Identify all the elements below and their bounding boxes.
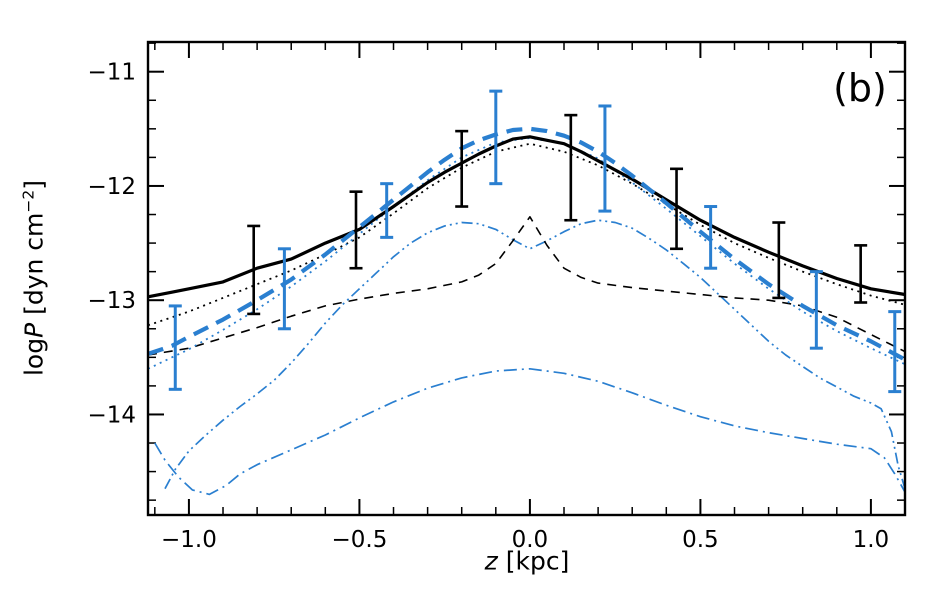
series-blue-dash-dot-dot — [164, 219, 906, 490]
axis-label-text: [dyn cm — [19, 212, 49, 323]
x-tick-label: −0.5 — [331, 527, 387, 553]
panel-label: (b) — [833, 66, 887, 110]
axis-label-text: log — [19, 337, 49, 377]
series-blue-dotted — [147, 137, 906, 370]
axis-label-text: [kpc] — [497, 546, 570, 576]
series-total-pressure-black-solid — [147, 135, 906, 299]
series-black-dashed — [147, 216, 906, 356]
x-tick-label: 0.0 — [512, 527, 549, 553]
axis-label-text: −2 — [19, 189, 38, 213]
x-axis-label: z [kpc] — [485, 547, 570, 576]
y-tick-label: −11 — [87, 60, 136, 86]
plot-frame — [146, 40, 907, 517]
blue-error-bars — [168, 89, 902, 394]
black-error-bars — [247, 113, 868, 316]
axis-label-text: z — [484, 546, 498, 576]
x-tick-label: 0.5 — [682, 527, 719, 553]
series-blue-dash-dot — [154, 367, 906, 496]
axis-label-text: ] — [19, 179, 49, 190]
y-axis-label: logP [dyn cm−2] — [20, 180, 49, 376]
axis-label-text: P — [19, 322, 49, 338]
series-blue-thick-dashed — [147, 126, 906, 362]
y-tick-label: −14 — [87, 402, 136, 428]
y-tick-label: −12 — [87, 174, 136, 200]
x-tick-label: −1.0 — [161, 527, 217, 553]
y-tick-label: −13 — [87, 288, 136, 314]
x-tick-label: 1.0 — [853, 527, 890, 553]
